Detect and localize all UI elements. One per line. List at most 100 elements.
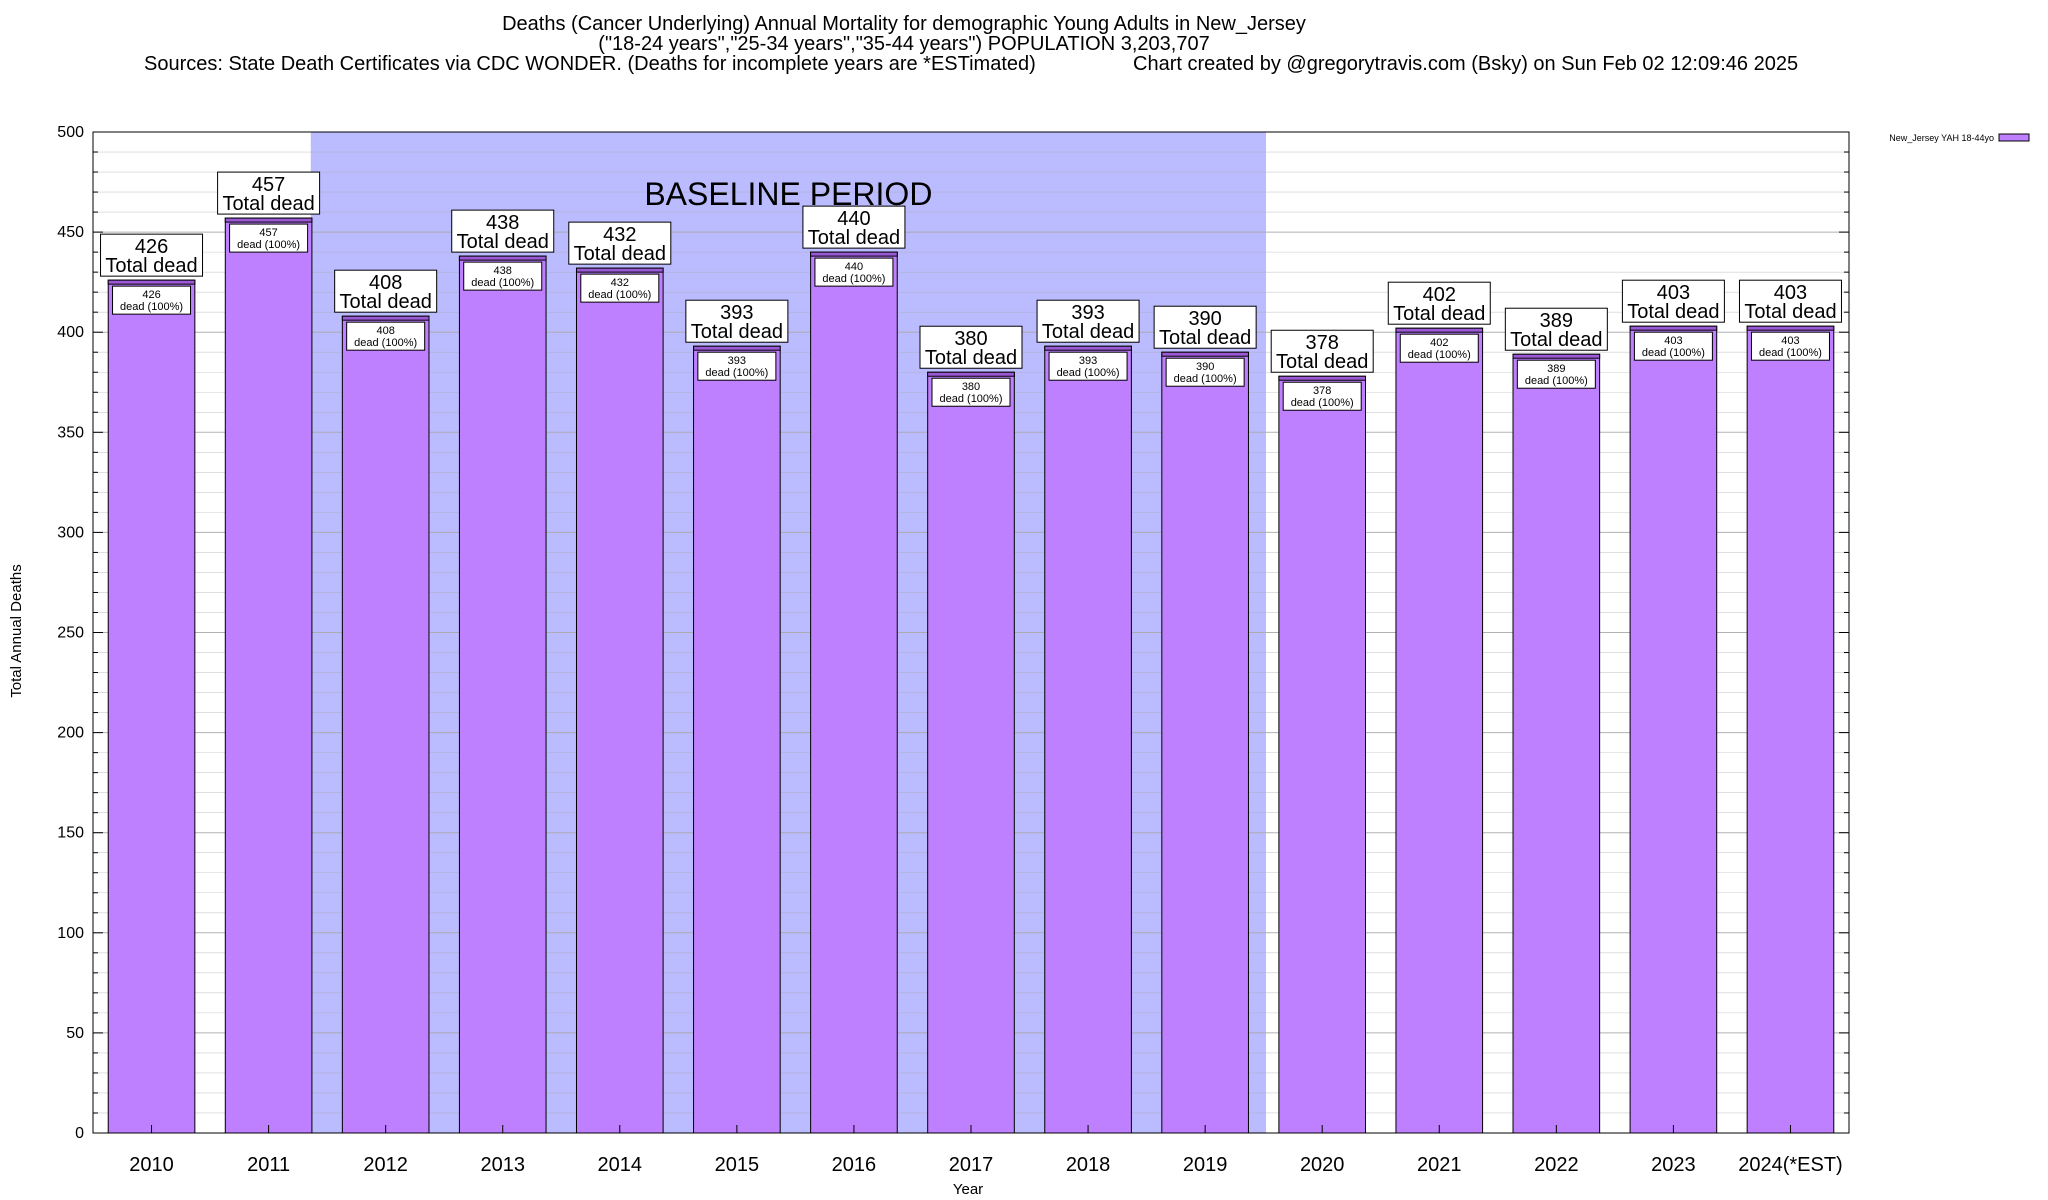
- total-label-box: [451, 209, 555, 253]
- inner-suffix-label: dead (100%): [1174, 373, 1237, 385]
- inner-label-box: [463, 261, 543, 291]
- total-suffix-label: Total dead: [222, 193, 314, 215]
- total-value-label: 380: [954, 328, 987, 350]
- bar: [1278, 375, 1367, 1134]
- bar: [1629, 325, 1718, 1134]
- total-value-label: 393: [1071, 302, 1104, 324]
- inner-suffix-label: dead (100%): [354, 337, 417, 349]
- total-value-label: 408: [369, 272, 402, 294]
- y-tick-label: 50: [66, 1025, 84, 1042]
- total-value-label: 403: [1774, 282, 1807, 304]
- total-suffix-label: Total dead: [808, 227, 900, 249]
- total-suffix-label: Total dead: [1744, 301, 1836, 323]
- inner-value-label: 403: [1781, 335, 1799, 347]
- bar: [1746, 325, 1835, 1134]
- chart-sources-line: Sources: State Death Certificates via CD…: [0, 54, 1798, 117]
- bar: [927, 371, 1015, 1134]
- bar-top-segment: [693, 345, 781, 351]
- total-label-box: [802, 205, 906, 249]
- y-tick-label: 0: [75, 1125, 84, 1142]
- x-tick-label: 2012: [363, 1154, 408, 1176]
- bar-top-segment: [107, 279, 196, 285]
- inner-label-box: [1048, 351, 1128, 381]
- total-suffix-label: Total dead: [1627, 301, 1719, 323]
- bar: [341, 315, 430, 1134]
- total-value-label: 457: [252, 174, 285, 196]
- bar-top-segment: [810, 251, 898, 257]
- inner-label-box: [112, 285, 192, 315]
- total-label-box: [1387, 281, 1491, 325]
- x-tick-label: 2023: [1651, 1154, 1696, 1176]
- bar: [1512, 353, 1601, 1134]
- inner-suffix-label: dead (100%): [1759, 347, 1822, 359]
- bar: [1044, 345, 1132, 1134]
- x-tick-label: 2022: [1534, 1154, 1579, 1176]
- total-suffix-label: Total dead: [1393, 303, 1485, 325]
- total-value-label: 426: [135, 236, 168, 258]
- bars-layer: [107, 217, 1835, 1134]
- inner-suffix-label: dead (100%): [588, 289, 651, 301]
- bar-top-segment: [458, 255, 547, 261]
- chart-title: Deaths (Cancer Underlying) Annual Mortal…: [502, 13, 1306, 35]
- legend-label: New_Jersey YAH 18-44yo: [1889, 133, 1994, 143]
- inner-suffix-label: dead (100%): [120, 301, 183, 313]
- bar-top-segment: [341, 315, 430, 321]
- x-tick-label: 2017: [949, 1154, 994, 1176]
- inner-value-label: 389: [1547, 363, 1565, 375]
- inner-value-label: 457: [259, 227, 277, 239]
- bar-top-segment: [1044, 345, 1132, 351]
- bar-top-segment: [1629, 325, 1718, 331]
- total-suffix-label: Total dead: [691, 321, 783, 343]
- inner-value-label: 440: [845, 261, 863, 273]
- inner-value-label: 378: [1313, 385, 1331, 397]
- total-label-box: [1153, 305, 1257, 349]
- x-tick-label: 2020: [1300, 1154, 1345, 1176]
- total-label-box: [100, 233, 204, 277]
- inner-value-label: 403: [1664, 335, 1682, 347]
- bar: [224, 217, 313, 1134]
- y-tick-label: 200: [57, 725, 84, 742]
- bar-top-segment: [575, 267, 664, 273]
- bar: [575, 267, 664, 1134]
- total-value-label: 402: [1423, 284, 1456, 306]
- x-tick-label: 2021: [1417, 1154, 1462, 1176]
- total-suffix-label: Total dead: [574, 243, 666, 265]
- inner-value-label: 432: [611, 277, 629, 289]
- inner-label-box: [229, 223, 309, 253]
- chart-subtitle: ("18-24 years","25-34 years","35-44 year…: [598, 33, 1210, 55]
- total-label-box: [568, 221, 672, 265]
- total-value-label: 378: [1306, 332, 1339, 354]
- bar-top-segment: [1278, 375, 1367, 381]
- total-value-label: 390: [1188, 308, 1221, 330]
- bar: [810, 251, 898, 1134]
- total-label-box: [334, 269, 438, 313]
- inner-label-box: [1633, 331, 1713, 361]
- total-value-label: 389: [1540, 310, 1573, 332]
- total-label-box: [1621, 279, 1725, 323]
- total-label-box: [919, 325, 1023, 369]
- bar: [1161, 351, 1249, 1134]
- inner-value-label: 402: [1430, 337, 1448, 349]
- inner-suffix-label: dead (100%): [237, 239, 300, 251]
- total-value-label: 432: [603, 224, 636, 246]
- total-value-label: 440: [837, 208, 870, 230]
- bar-top-segment: [1395, 327, 1484, 333]
- x-tick-label: 2024(*EST): [1738, 1154, 1843, 1176]
- inner-suffix-label: dead (100%): [471, 277, 534, 289]
- x-axis-label: Year: [953, 1181, 983, 1198]
- inner-suffix-label: dead (100%): [822, 273, 885, 285]
- total-suffix-label: Total dead: [105, 255, 197, 277]
- total-suffix-label: Total dead: [1276, 351, 1368, 373]
- inner-value-label: 408: [376, 325, 394, 337]
- inner-value-label: 438: [494, 265, 512, 277]
- bar-top-segment: [1161, 351, 1249, 357]
- total-suffix-label: Total dead: [340, 291, 432, 313]
- x-tick-label: 2016: [832, 1154, 877, 1176]
- total-label-box: [1738, 279, 1842, 323]
- y-tick-label: 400: [57, 324, 84, 341]
- bar-top-segment: [224, 217, 313, 223]
- inner-suffix-label: dead (100%): [705, 367, 768, 379]
- x-tick-label: 2019: [1183, 1154, 1228, 1176]
